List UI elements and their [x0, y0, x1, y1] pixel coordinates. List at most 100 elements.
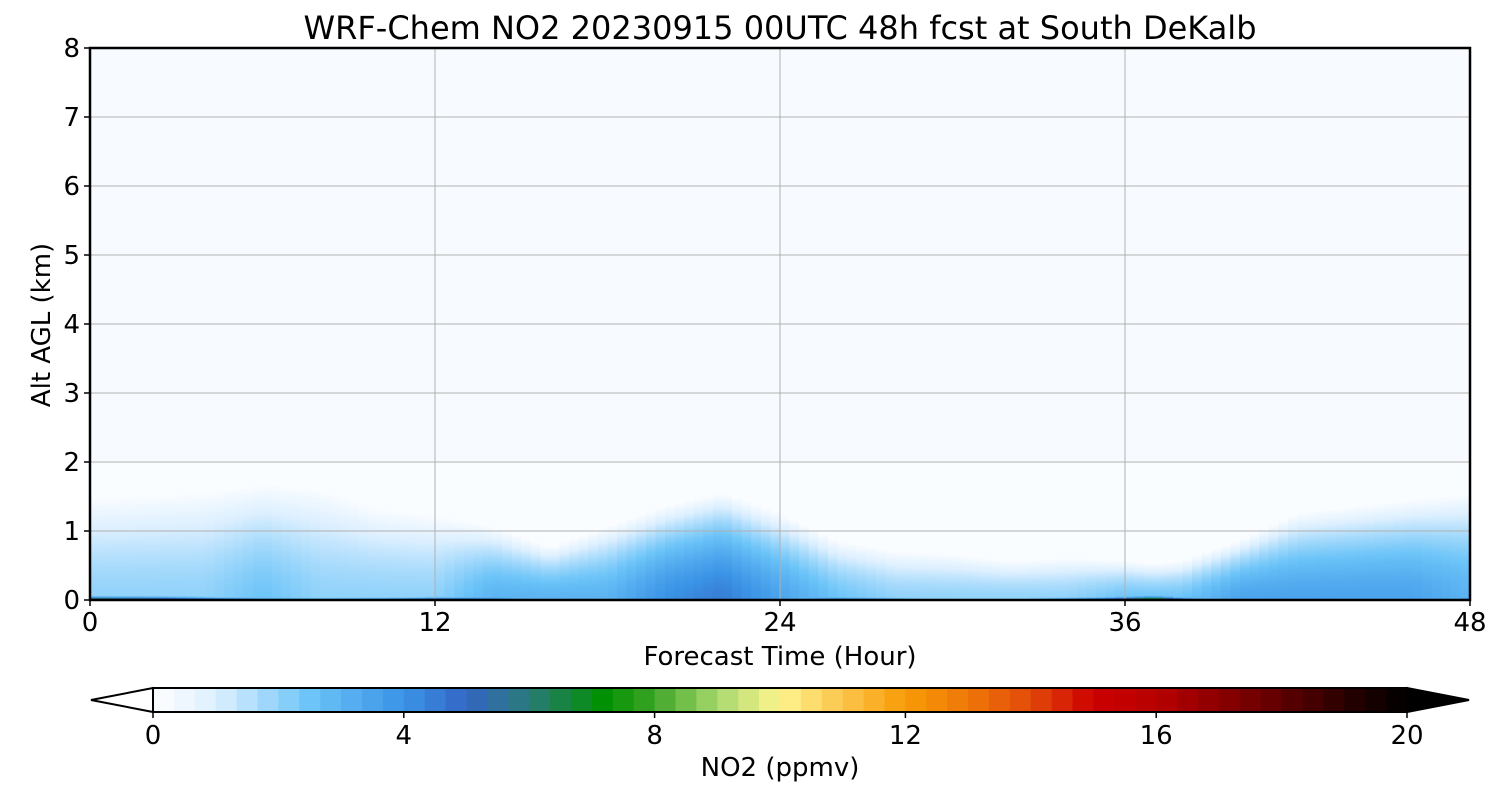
field-cell	[185, 489, 197, 492]
field-cell	[99, 522, 110, 525]
field-cell	[176, 572, 187, 575]
field-cell	[147, 552, 158, 555]
field-cell	[425, 565, 436, 568]
field-cell	[166, 464, 177, 467]
field-cell	[214, 485, 225, 488]
field-cell	[109, 589, 120, 592]
field-cell	[291, 503, 302, 506]
field-cell	[320, 564, 331, 567]
field-cell	[205, 472, 216, 475]
field-cell	[147, 470, 158, 473]
field-cell	[521, 591, 532, 594]
field-cell	[358, 532, 369, 535]
field-cell	[367, 545, 379, 548]
field-cell	[176, 472, 187, 475]
field-cell	[176, 502, 187, 505]
field-cell	[482, 480, 494, 483]
field-cell	[559, 472, 570, 475]
field-cell	[492, 548, 503, 551]
field-cell	[492, 462, 503, 465]
field-cell	[243, 482, 254, 485]
field-cell	[118, 562, 129, 565]
field-cell	[415, 552, 427, 555]
field-cell	[147, 485, 158, 488]
field-cell	[492, 512, 503, 515]
field-cell	[205, 486, 216, 489]
field-cell	[252, 569, 264, 572]
field-cell	[492, 474, 503, 477]
field-cell	[444, 526, 455, 529]
field-cell	[109, 472, 120, 475]
field-cell	[128, 585, 139, 588]
field-cell	[176, 594, 187, 597]
field-cell	[185, 595, 197, 598]
field-cell	[358, 485, 369, 488]
field-cell	[320, 587, 331, 590]
field-cell	[252, 523, 264, 526]
field-cell	[578, 479, 589, 482]
field-cell	[415, 595, 427, 598]
field-cell	[166, 525, 177, 528]
field-cell	[550, 594, 561, 597]
field-cell	[444, 463, 455, 466]
field-cell	[262, 467, 273, 470]
field-cell	[147, 477, 158, 480]
field-cell	[415, 554, 427, 557]
field-cell	[224, 552, 235, 555]
field-cell	[224, 516, 235, 519]
field-cell	[329, 551, 340, 554]
field-cell	[559, 594, 570, 597]
field-cell	[358, 548, 369, 551]
field-cell	[521, 572, 532, 575]
field-cell	[224, 463, 235, 466]
field-cell	[224, 592, 235, 595]
field-cell	[559, 518, 570, 521]
field-cell	[406, 479, 417, 482]
field-cell	[300, 555, 312, 558]
field-cell	[90, 499, 101, 502]
field-cell	[396, 467, 407, 470]
field-cell	[502, 559, 513, 562]
field-cell	[310, 513, 321, 516]
field-cell	[281, 477, 292, 480]
field-cell	[367, 582, 379, 585]
field-cell	[454, 513, 465, 516]
field-cell	[415, 489, 427, 492]
field-cell	[387, 473, 398, 476]
field-cell	[550, 574, 561, 577]
field-cell	[502, 502, 513, 505]
field-cell	[339, 469, 350, 472]
field-cell	[320, 575, 331, 578]
field-cell	[320, 584, 331, 587]
field-cell	[444, 569, 455, 572]
field-cell	[559, 497, 570, 500]
field-cell	[444, 535, 455, 538]
field-cell	[578, 594, 589, 597]
field-cell	[367, 591, 379, 594]
field-cell	[444, 500, 455, 503]
field-cell	[185, 463, 197, 466]
field-cell	[176, 503, 187, 506]
field-cell	[367, 531, 379, 534]
field-cell	[454, 493, 465, 496]
field-cell	[550, 578, 561, 581]
field-cell	[252, 582, 264, 585]
field-cell	[540, 568, 551, 571]
field-cell	[492, 549, 503, 552]
field-cell	[281, 555, 292, 558]
field-cell	[530, 523, 542, 526]
field-cell	[492, 489, 503, 492]
field-cell	[252, 577, 264, 580]
field-cell	[377, 497, 388, 500]
field-cell	[502, 532, 513, 535]
field-cell	[291, 545, 302, 548]
field-cell	[348, 520, 359, 523]
field-cell	[176, 558, 187, 561]
field-cell	[569, 469, 580, 472]
field-cell	[185, 539, 197, 542]
field-cell	[358, 469, 369, 472]
field-cell	[482, 503, 494, 506]
field-cell	[550, 568, 561, 571]
field-cell	[224, 556, 235, 559]
field-cell	[310, 538, 321, 541]
